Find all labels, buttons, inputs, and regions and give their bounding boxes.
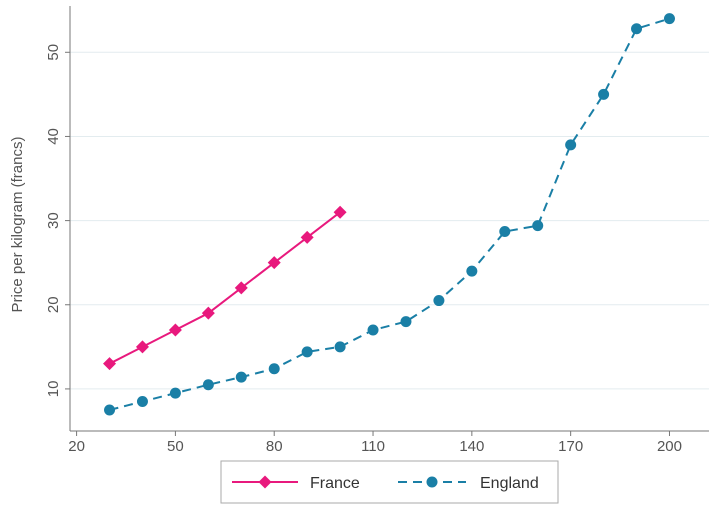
- legend: France England: [220, 460, 559, 504]
- y-axis-ticks: 10 20 30 40 50: [45, 44, 70, 397]
- y-axis-title: Price per kilogram (francs): [9, 137, 26, 313]
- data-point-england: [433, 295, 445, 307]
- data-point-england: [499, 226, 511, 238]
- data-point-england: [367, 324, 379, 336]
- y-tick-label: 30: [45, 212, 62, 229]
- y-tick-label: 50: [45, 44, 62, 61]
- data-point-france: [168, 323, 182, 337]
- y-tick-label: 20: [45, 296, 62, 313]
- y-tick-label: 10: [45, 381, 62, 398]
- x-tick-label: 80: [266, 438, 283, 455]
- data-point-england: [136, 396, 148, 408]
- legend-england-marker: [426, 476, 438, 488]
- legend-france-marker: [258, 475, 272, 489]
- data-point-england: [400, 316, 412, 328]
- data-point-england: [466, 265, 478, 277]
- x-tick-label: 170: [558, 438, 583, 455]
- data-point-england: [598, 88, 610, 100]
- series-markers: [103, 13, 675, 416]
- data-point-england: [268, 363, 280, 375]
- x-tick-label: 110: [361, 438, 385, 455]
- data-point-france: [333, 205, 347, 219]
- x-axis-ticks: 20 50 80 110 140 170 200: [68, 431, 682, 455]
- series-line-england: [109, 17, 670, 411]
- data-point-england: [532, 220, 544, 232]
- x-tick-label: 140: [459, 438, 484, 455]
- series-lines: [109, 17, 670, 411]
- x-tick-label: 50: [167, 438, 184, 455]
- data-point-england: [104, 404, 116, 416]
- data-point-england: [334, 341, 346, 353]
- data-point-england: [565, 139, 577, 151]
- axes: [69, 6, 709, 432]
- data-point-england: [301, 346, 313, 358]
- grid-lines: [70, 51, 709, 390]
- data-point-france: [267, 256, 281, 270]
- legend-label-france: France: [310, 475, 360, 492]
- x-tick-label: 20: [68, 438, 85, 455]
- data-point-france: [103, 357, 117, 371]
- data-point-france: [234, 281, 248, 295]
- data-point-france: [201, 306, 215, 320]
- data-point-england: [631, 23, 643, 35]
- data-point-england: [235, 371, 247, 383]
- y-tick-label: 40: [45, 128, 62, 145]
- data-point-england: [169, 387, 181, 399]
- data-point-france: [135, 340, 149, 354]
- data-point-england: [202, 379, 214, 391]
- data-point-france: [300, 230, 314, 244]
- data-point-england: [663, 13, 675, 25]
- x-tick-label: 200: [657, 438, 682, 455]
- series-line-france: [109, 211, 341, 365]
- legend-label-england: England: [480, 475, 539, 492]
